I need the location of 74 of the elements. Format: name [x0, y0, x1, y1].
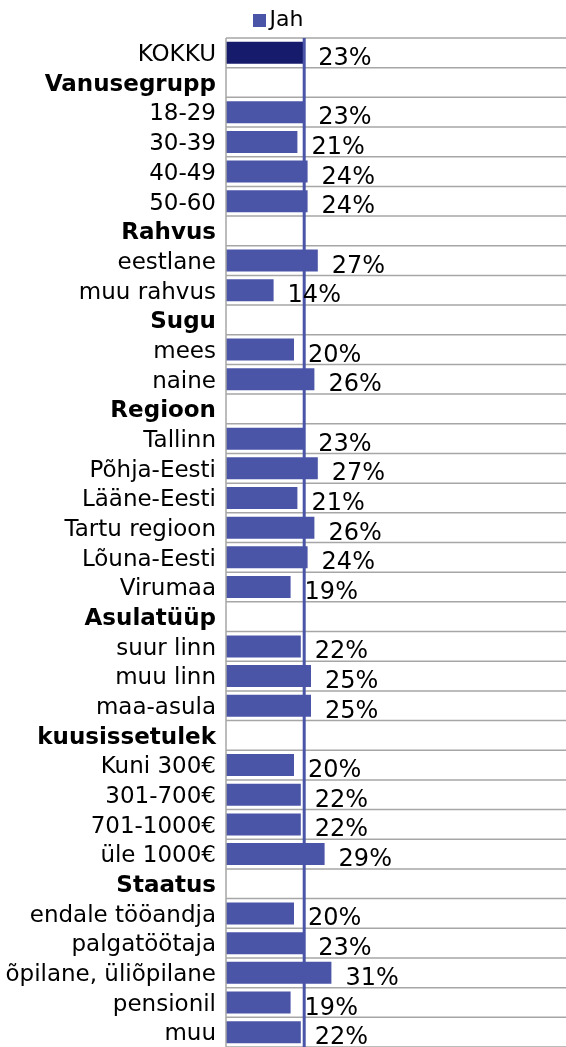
- data-label: 27%: [331, 458, 386, 487]
- bar: [226, 813, 301, 836]
- y-tick-label: mees: [153, 336, 216, 363]
- data-label: 25%: [325, 695, 379, 724]
- bar: [226, 783, 301, 806]
- y-tick-label: 701-1000€: [90, 811, 216, 838]
- bar: [226, 635, 301, 658]
- bar: [226, 41, 305, 64]
- y-tick-label: kuusissetulek: [37, 722, 217, 749]
- data-label: 21%: [311, 131, 365, 160]
- y-tick-label: üle 1000€: [100, 841, 216, 868]
- y-tick-label: naine: [152, 366, 216, 393]
- y-tick-label: Põhja-Eesti: [89, 455, 216, 482]
- data-label: 20%: [308, 339, 362, 368]
- y-tick-label: maa-asula: [95, 693, 216, 719]
- bar: [226, 338, 294, 361]
- data-label: 31%: [345, 962, 399, 991]
- bar: [226, 130, 298, 153]
- y-tick-label: pensionil: [112, 989, 216, 1016]
- y-tick-label: Sugu: [150, 307, 216, 334]
- data-label: 21%: [311, 488, 365, 517]
- bar: [226, 487, 298, 510]
- data-label: 23%: [318, 102, 372, 131]
- data-label: 24%: [321, 161, 375, 190]
- bar: [226, 902, 294, 925]
- data-label: 24%: [321, 547, 375, 576]
- y-tick-label: 301-700€: [105, 782, 216, 809]
- data-label: 25%: [325, 666, 379, 695]
- y-tick-label: Staatus: [116, 871, 216, 898]
- data-label: 22%: [314, 1022, 369, 1047]
- data-label: 19%: [304, 577, 358, 606]
- bar: [226, 1021, 301, 1044]
- y-tick-label: õpilane, üliõpilane: [5, 960, 216, 987]
- data-label: 29%: [338, 844, 392, 873]
- y-tick-label: 50-60: [149, 188, 216, 215]
- bar: [226, 279, 274, 302]
- y-tick-label: 30-39: [149, 129, 216, 156]
- y-tick-label: Virumaa: [119, 574, 216, 601]
- y-tick-label: 40-49: [149, 158, 216, 185]
- y-tick-label: Asulatüüp: [84, 603, 216, 630]
- data-label: 23%: [318, 428, 372, 457]
- data-label: 26%: [328, 517, 382, 546]
- data-label: 19%: [304, 992, 358, 1021]
- bar: [226, 991, 291, 1014]
- data-label: 22%: [314, 814, 369, 843]
- data-label: 20%: [308, 903, 362, 932]
- y-tick-label: suur linn: [116, 633, 216, 660]
- data-label: 26%: [328, 369, 382, 398]
- bar: [226, 754, 294, 777]
- y-tick-label: Tallinn: [142, 425, 216, 452]
- data-label: 27%: [331, 250, 386, 279]
- y-tick-label: KOKKU: [137, 40, 216, 67]
- data-label: 23%: [318, 933, 372, 962]
- y-tick-label: Rahvus: [121, 218, 216, 245]
- data-label: 23%: [318, 42, 372, 71]
- y-tick-label: muu: [164, 1019, 216, 1046]
- y-tick-label: muu linn: [115, 663, 216, 690]
- y-tick-label: Vanusegrupp: [44, 69, 216, 96]
- y-tick-label: muu rahvus: [78, 277, 216, 304]
- y-tick-label: Regioon: [110, 396, 216, 423]
- y-tick-label: eestlane: [117, 247, 216, 274]
- y-tick-label: Kuni 300€: [100, 752, 216, 779]
- data-label: 20%: [308, 755, 362, 784]
- bar: [226, 576, 291, 599]
- y-tick-label: Lääne-Eesti: [81, 485, 216, 512]
- data-label: 24%: [321, 191, 375, 220]
- y-tick-label: Tartu regioon: [63, 514, 216, 541]
- legend-label: Jah: [269, 6, 304, 31]
- y-tick-label: palgatöötaja: [71, 930, 216, 957]
- y-tick-label: endale tööandja: [29, 900, 216, 927]
- y-tick-label: 18-29: [149, 99, 216, 126]
- y-tick-label: Lõuna-Eesti: [81, 544, 216, 571]
- data-label: 22%: [314, 784, 369, 813]
- data-label: 22%: [314, 636, 369, 665]
